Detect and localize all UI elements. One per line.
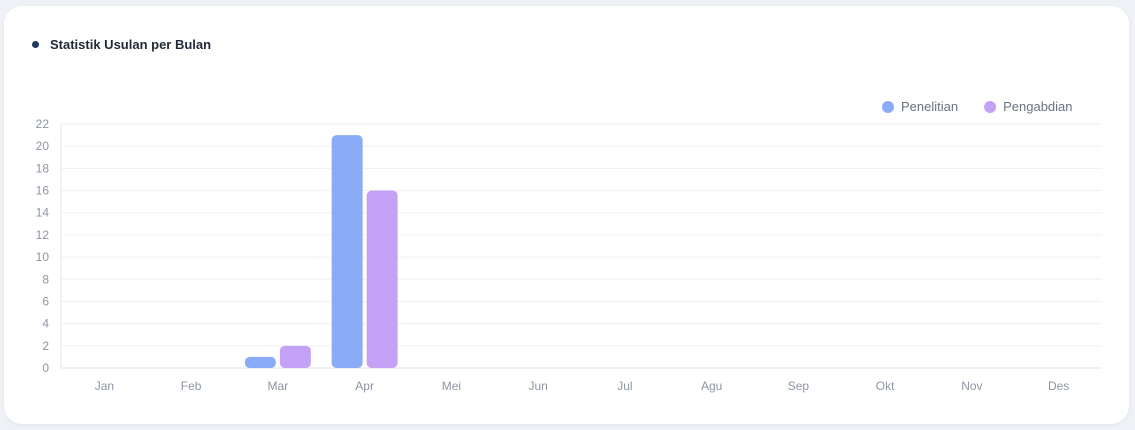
chart-card: Statistik Usulan per Bulan xyxy=(4,6,1129,424)
y-tick-label: 10 xyxy=(36,250,50,264)
x-tick-label: Nov xyxy=(961,379,982,393)
y-tick-label: 14 xyxy=(36,206,50,220)
title-bullet-icon xyxy=(32,41,39,48)
x-tick-label: Des xyxy=(1048,379,1069,393)
chart-header: Statistik Usulan per Bulan xyxy=(32,37,211,52)
x-tick-label: Mar xyxy=(268,379,289,393)
x-tick-label: Okt xyxy=(876,379,895,393)
x-tick-label: Sep xyxy=(788,379,810,393)
y-tick-label: 22 xyxy=(36,117,50,131)
y-tick-label: 2 xyxy=(42,339,49,353)
x-tick-label: Jun xyxy=(528,379,547,393)
y-tick-label: 20 xyxy=(36,139,50,153)
y-tick-label: 0 xyxy=(42,361,49,375)
y-tick-label: 18 xyxy=(36,161,50,175)
legend-label: Pengabdian xyxy=(1003,99,1072,114)
y-tick-label: 8 xyxy=(42,272,49,286)
x-tick-label: Agu xyxy=(701,379,722,393)
y-tick-label: 6 xyxy=(42,294,49,308)
x-tick-label: Jan xyxy=(95,379,114,393)
y-tick-label: 16 xyxy=(36,184,50,198)
bar-penelitian xyxy=(331,135,363,368)
x-tick-label: Feb xyxy=(181,379,202,393)
y-tick-label: 4 xyxy=(42,317,49,331)
legend-marker xyxy=(984,101,997,113)
legend-label: Penelitian xyxy=(901,99,958,114)
bar-pengabdian xyxy=(366,190,398,368)
bar-penelitian xyxy=(244,356,276,368)
x-tick-label: Mei xyxy=(442,379,461,393)
x-tick-label: Apr xyxy=(355,379,374,393)
legend-marker xyxy=(882,101,894,113)
bar-pengabdian xyxy=(279,345,311,368)
y-tick-label: 12 xyxy=(36,228,50,242)
x-tick-label: Jul xyxy=(617,379,632,393)
chart-title: Statistik Usulan per Bulan xyxy=(50,37,212,52)
